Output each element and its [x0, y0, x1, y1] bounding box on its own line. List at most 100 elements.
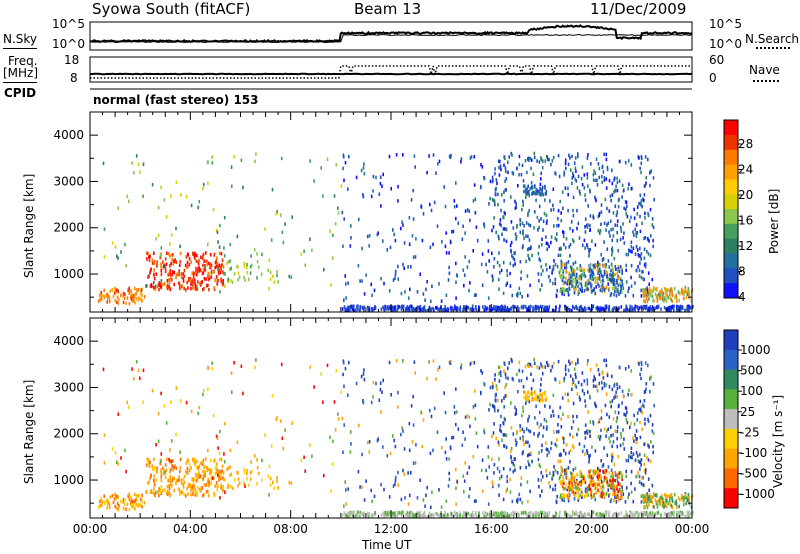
- power-cell: [619, 159, 621, 164]
- velocity-cell: [530, 372, 532, 377]
- power-cell: [438, 282, 440, 286]
- velocity-cell: [177, 478, 180, 482]
- velocity-cell: [613, 512, 616, 516]
- power-cell: [233, 272, 236, 276]
- velocity-cell: [237, 484, 239, 488]
- power-cell: [538, 245, 540, 249]
- velocity-cell: [203, 388, 205, 393]
- power-cell: [522, 179, 525, 183]
- velocity-cell: [536, 421, 539, 426]
- power-cell: [340, 184, 343, 188]
- velocity-cell: [599, 494, 602, 498]
- power-cell: [215, 264, 218, 269]
- power-cell: [568, 286, 570, 291]
- velocity-cell: [425, 493, 427, 498]
- velocity-cell: [592, 476, 594, 481]
- velocity-cell: [340, 390, 343, 394]
- velocity-cell: [665, 502, 667, 506]
- power-cell: [495, 308, 497, 312]
- velocity-cell: [635, 429, 638, 433]
- velocity-cell: [566, 494, 568, 498]
- power-cell: [616, 271, 619, 276]
- power-cell: [567, 260, 570, 264]
- power-cell: [554, 277, 557, 282]
- power-cell: [679, 291, 681, 296]
- velocity-cell: [103, 461, 106, 465]
- power-cell: [675, 307, 678, 312]
- velocity-cell: [190, 488, 192, 493]
- power-cell: [643, 236, 645, 241]
- velocity-cell: [611, 452, 614, 456]
- power-cell: [394, 308, 396, 312]
- power-cell: [614, 223, 616, 227]
- power-cell: [387, 307, 389, 311]
- velocity-cell: [577, 427, 580, 432]
- velocity-cell: [619, 471, 621, 475]
- velocity-cell: [462, 430, 464, 434]
- power-cell: [217, 270, 220, 275]
- velocity-cell: [608, 483, 611, 488]
- velocity-cell: [601, 380, 603, 385]
- velocity-cell: [371, 513, 373, 518]
- power-cell: [351, 307, 354, 312]
- velocity-cell: [600, 475, 602, 480]
- velocity-cell: [594, 384, 597, 389]
- velocity-cell: [288, 480, 291, 485]
- power-cell: [343, 178, 345, 182]
- power-cell: [512, 256, 515, 260]
- velocity-cell: [140, 497, 142, 502]
- velocity-cell: [448, 471, 450, 476]
- power-cell: [540, 272, 543, 277]
- velocity-cell: [416, 496, 419, 500]
- velocity-cell: [533, 432, 535, 436]
- power-cell: [608, 286, 611, 291]
- velocity-cell: [203, 493, 205, 497]
- velocity-cell: [509, 490, 512, 494]
- velocity-cell: [180, 399, 182, 403]
- power-cell: [192, 275, 195, 279]
- velocity-cell: [207, 448, 209, 453]
- power-cell: [412, 306, 415, 311]
- velocity-cell: [607, 488, 609, 492]
- power-cell: [261, 252, 263, 257]
- velocity-cell: [136, 495, 138, 500]
- power-cell: [597, 162, 600, 166]
- nsky-underline: [3, 48, 37, 49]
- velocity-cell: [590, 478, 592, 483]
- power-cell: [528, 190, 530, 194]
- power-cell: [615, 213, 618, 218]
- velocity-cell: [559, 479, 561, 484]
- velocity-cell: [198, 464, 201, 468]
- power-cell: [311, 248, 313, 252]
- power-cell: [590, 272, 592, 277]
- velocity-cell: [488, 408, 490, 412]
- velocity-cell: [689, 512, 692, 516]
- velocity-cell: [432, 448, 434, 453]
- power-cell: [671, 293, 674, 297]
- power-cell: [172, 259, 174, 263]
- power-cell: [633, 307, 635, 311]
- power-cell: [580, 274, 582, 278]
- power-cell: [623, 231, 625, 235]
- velocity-cell: [542, 474, 544, 479]
- velocity-cell: [563, 379, 565, 383]
- power-cell: [135, 154, 138, 158]
- power-cell: [611, 252, 613, 257]
- power-cell: [271, 187, 274, 192]
- power-cell: [435, 306, 437, 310]
- power-cell: [125, 301, 127, 305]
- velocity-cell: [586, 488, 589, 493]
- velocity-cell: [504, 394, 507, 398]
- power-cell: [268, 258, 271, 263]
- power-cell: [197, 267, 199, 271]
- velocity-cell: [186, 466, 189, 471]
- power-cell: [557, 217, 559, 221]
- velocity-cell: [149, 460, 151, 465]
- velocity-cell: [608, 471, 611, 475]
- velocity-cell: [137, 504, 140, 508]
- power-cell: [382, 305, 384, 309]
- power-cell: [623, 206, 625, 211]
- power-cell: [208, 287, 210, 292]
- power-cell: [607, 259, 610, 263]
- velocity-cell: [561, 498, 563, 502]
